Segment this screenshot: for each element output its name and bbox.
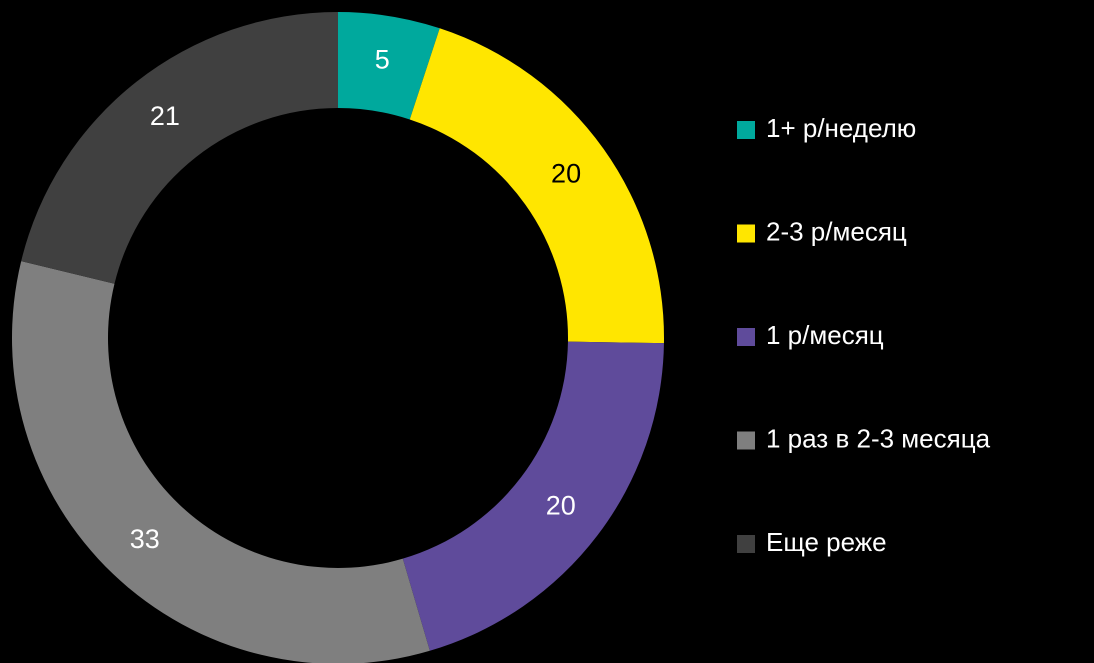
donut-segment [409, 28, 665, 344]
data-label: 21 [150, 101, 180, 131]
legend-swatch [737, 535, 755, 553]
legend-label: 1 раз в 2-3 месяца [766, 423, 991, 453]
donut-segment [402, 341, 664, 651]
donut-segment [338, 12, 440, 120]
donut-segment [21, 12, 339, 284]
legend-label: 1 р/месяц [766, 320, 884, 350]
data-label: 20 [551, 159, 581, 189]
data-label: 20 [546, 491, 576, 521]
legend-label: 1+ р/неделю [766, 113, 916, 143]
legend-swatch [737, 328, 755, 346]
data-label: 33 [130, 524, 160, 554]
legend-label: Еще реже [766, 527, 887, 557]
donut-segment [12, 261, 430, 663]
legend-swatch [737, 224, 755, 243]
legend-label: 2-3 р/месяц [766, 216, 907, 246]
legend-swatch [737, 121, 755, 139]
data-label: 5 [375, 45, 390, 75]
legend-swatch [737, 431, 755, 450]
